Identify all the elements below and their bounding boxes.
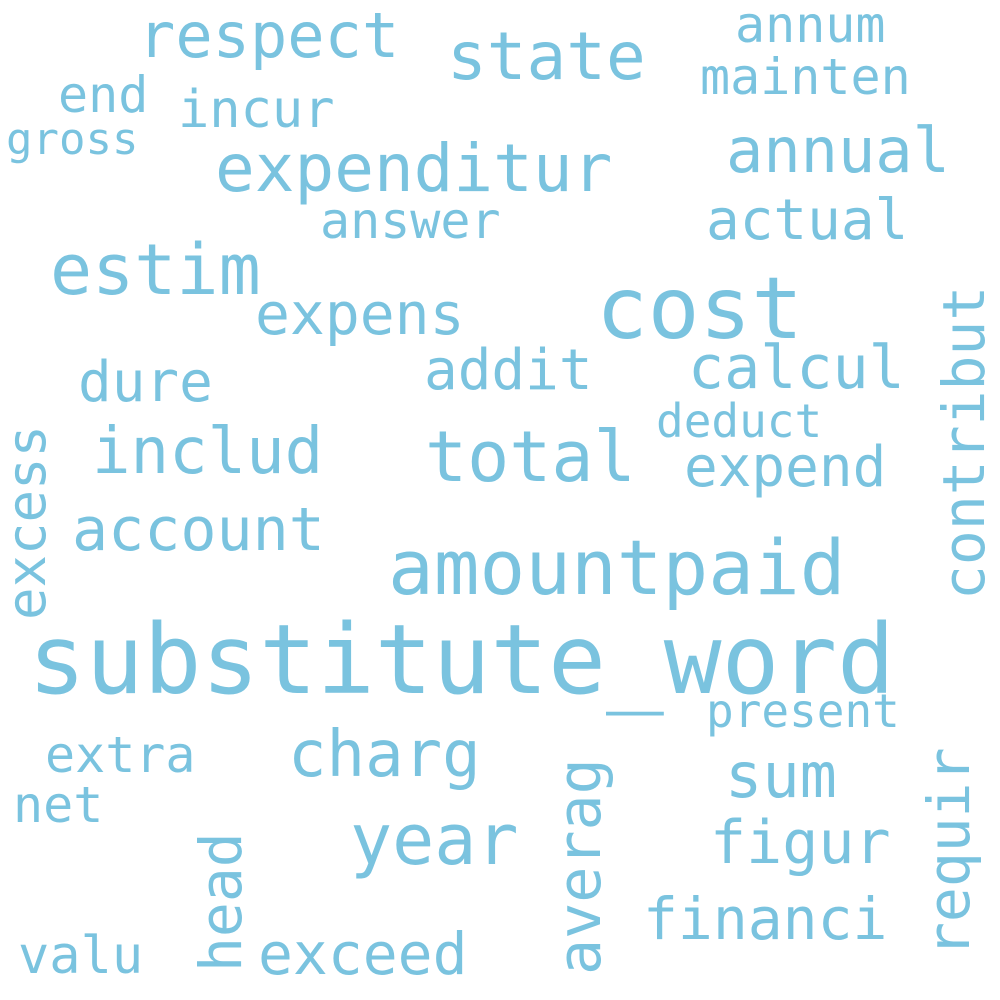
- word-excess: excess: [0, 424, 58, 620]
- word-net: net: [13, 776, 104, 834]
- word-annual: annual: [726, 114, 950, 187]
- word-total: total: [425, 416, 636, 498]
- word-expend: expend: [684, 435, 887, 500]
- word-extra: extra: [45, 726, 196, 784]
- word-incur: incur: [178, 80, 335, 140]
- word-charg: charg: [288, 718, 481, 792]
- word-state: state: [447, 18, 646, 95]
- word-substitute-word: substitute_word: [28, 604, 895, 716]
- word-year: year: [350, 799, 519, 881]
- word-estim: estim: [50, 229, 261, 311]
- word-sum: sum: [725, 739, 837, 812]
- word-requir: requir: [915, 747, 983, 957]
- word-annum: annum: [735, 0, 886, 54]
- word-cost: cost: [596, 259, 804, 359]
- word-expenditur: expenditur: [215, 130, 613, 207]
- word-valu: valu: [18, 926, 144, 986]
- word-expens: expens: [255, 280, 465, 348]
- word-addit: addit: [424, 338, 593, 403]
- word-averag: averag: [545, 758, 615, 975]
- word-respect: respect: [138, 0, 400, 72]
- word-dure: dure: [78, 350, 213, 415]
- word-includ: includ: [92, 415, 324, 489]
- word-actual: actual: [706, 188, 909, 253]
- word-amountpaid: amountpaid: [388, 523, 846, 612]
- word-present: present: [706, 684, 900, 738]
- word-figur: figur: [710, 808, 891, 878]
- word-calcul: calcul: [688, 333, 905, 403]
- word-account: account: [72, 495, 325, 565]
- word-exceed: exceed: [258, 920, 468, 988]
- word-financi: financi: [643, 885, 888, 953]
- word-gross: gross: [6, 114, 139, 165]
- word-mainten: mainten: [700, 48, 911, 106]
- word-end: end: [58, 66, 149, 124]
- word-head: head: [187, 832, 255, 972]
- word-answer: answer: [320, 192, 501, 250]
- word-deduct: deduct: [656, 394, 823, 448]
- word-contribut: contribut: [930, 285, 998, 600]
